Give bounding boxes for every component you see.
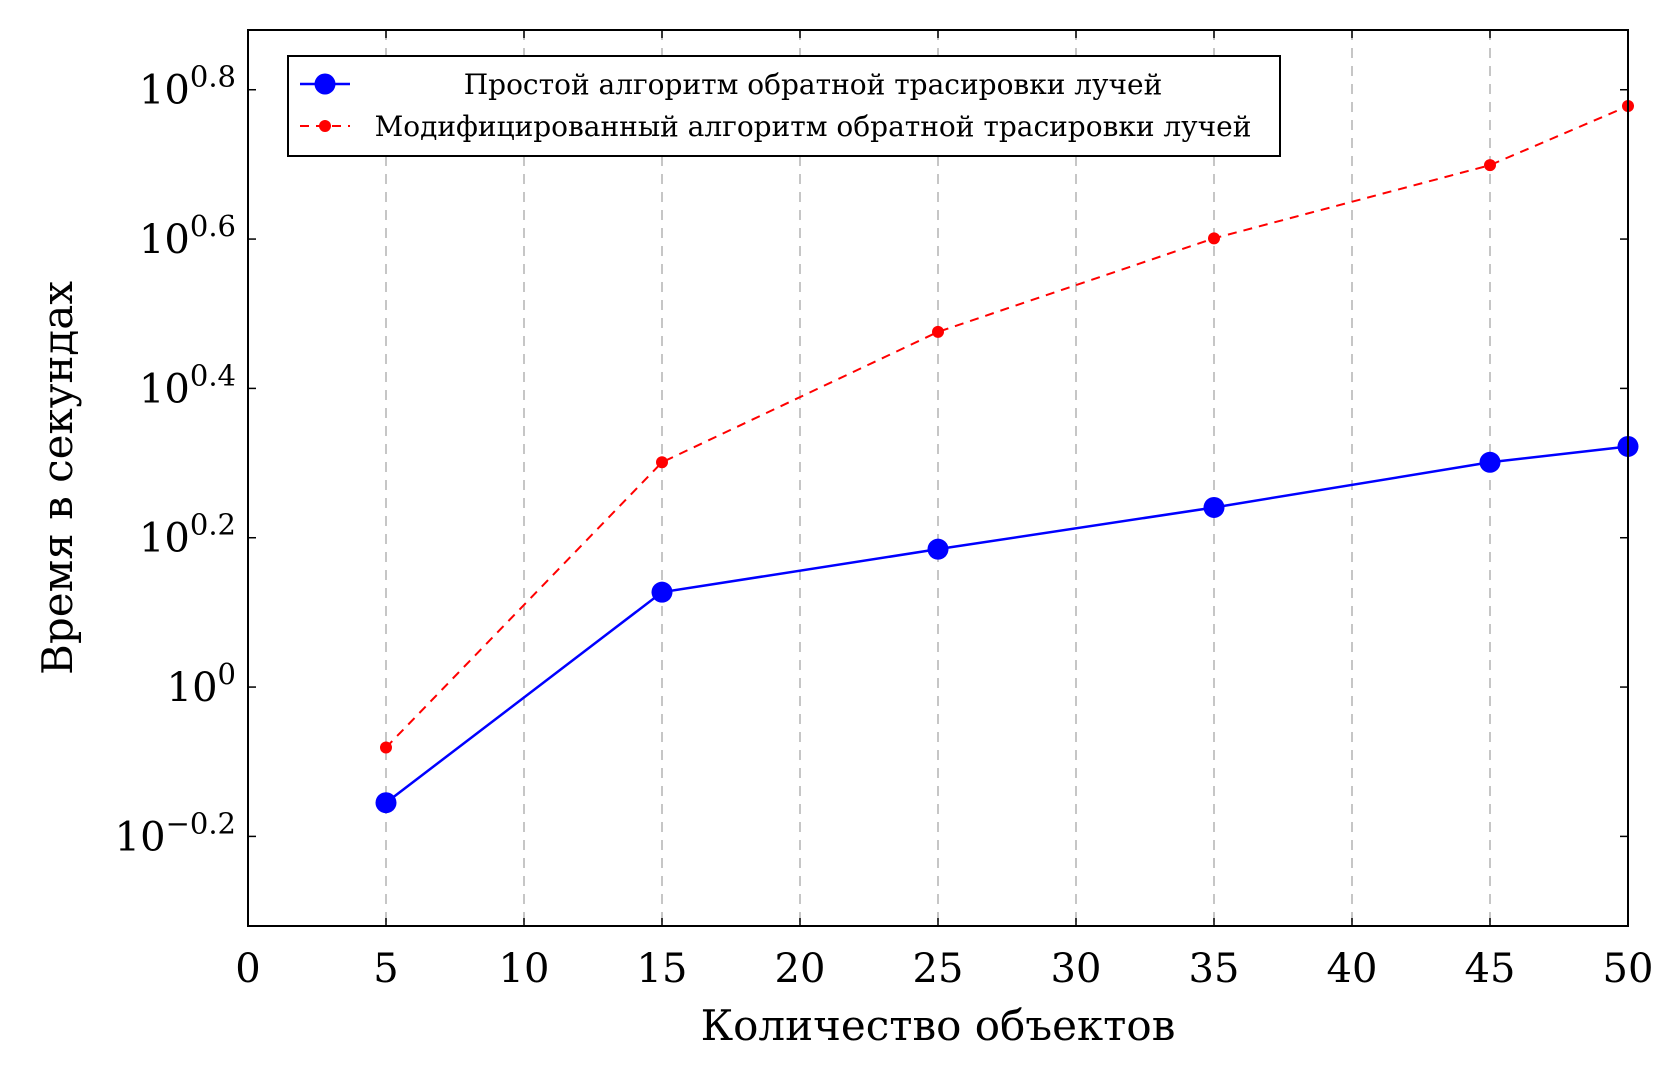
x-tick-label-20: 20: [775, 946, 826, 992]
series-1-point-15: [656, 456, 668, 469]
series-0-point-35: [1203, 496, 1225, 518]
axis-ticks: [247, 30, 1629, 926]
series-1-point-35: [1208, 232, 1220, 245]
legend-label-simple: Простой алгоритм обратной трасировки луч…: [464, 68, 1163, 101]
tick-labels: 0 5 10 15 20 25 30 35 40 45 50 10−0.2 100 100.2 100.4 1…: [115, 60, 1654, 992]
y-tick-label-5: 100.8: [139, 60, 236, 114]
y-tick-label-3: 100.4: [139, 358, 236, 412]
series-0-point-5: [375, 792, 397, 814]
x-tick-label-5: 5: [373, 946, 398, 992]
x-tick-label-35: 35: [1189, 946, 1240, 992]
y-tick-label-4: 100.6: [139, 209, 236, 263]
grid-lines: [385, 30, 1491, 926]
y-tick-label-1: 100: [167, 657, 236, 711]
legend-box: [287, 55, 1281, 157]
x-tick-label-10: 10: [499, 946, 550, 992]
series-1-point-45: [1484, 159, 1496, 172]
series-line-0: [385, 445, 1629, 804]
x-tick-label-30: 30: [1051, 946, 1102, 992]
x-tick-label-40: 40: [1327, 946, 1378, 992]
y-axis-title: Время в секундах: [33, 281, 82, 675]
legend-marker-simple: [314, 73, 336, 95]
legend-marker-modified: [319, 120, 331, 132]
x-tick-label-25: 25: [913, 946, 964, 992]
series-0-point-45: [1479, 451, 1501, 473]
series-line-1: [385, 105, 1629, 749]
x-tick-label-0: 0: [235, 946, 260, 992]
legend-label-modified: Модифицированный алгоритм обратной траси…: [375, 110, 1252, 143]
x-tick-label-15: 15: [637, 946, 688, 992]
legend: Простой алгоритм обратной трасировки луч…: [287, 55, 1281, 157]
series-0-point-15: [651, 581, 673, 603]
y-tick-label-0: 10−0.2: [115, 806, 236, 860]
x-tick-label-45: 45: [1465, 946, 1516, 992]
series-1-point-5: [380, 741, 392, 754]
x-axis-title: Количество объектов: [701, 1001, 1176, 1050]
series-1-point-25: [932, 325, 944, 338]
x-tick-label-50: 50: [1603, 946, 1654, 992]
y-tick-label-2: 100.2: [139, 508, 236, 562]
series-0-point-25: [927, 538, 949, 560]
series-layer: [375, 100, 1639, 814]
